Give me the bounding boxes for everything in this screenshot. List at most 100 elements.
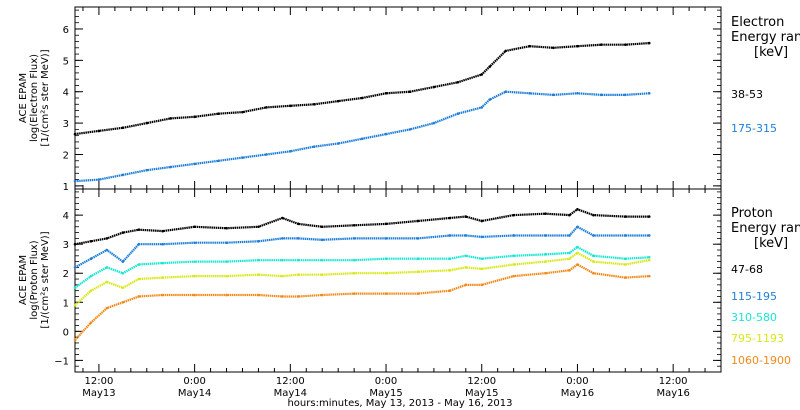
proton-data-point xyxy=(257,258,260,262)
electron-series-line xyxy=(74,90,650,183)
electron-data-point xyxy=(528,91,531,95)
proton-data-point xyxy=(105,266,109,269)
proton-data-point xyxy=(225,274,228,278)
proton-data-point xyxy=(352,258,356,262)
electron-ytick-label: 5 xyxy=(63,56,69,67)
electron-legend-units: [keV] xyxy=(754,45,788,60)
proton-data-point xyxy=(416,292,420,295)
proton-data-point xyxy=(352,271,356,275)
proton-data-point xyxy=(448,257,452,261)
proton-data-point xyxy=(544,271,547,275)
electron-data-point xyxy=(647,91,651,95)
proton-data-point xyxy=(623,263,627,266)
electron-ylabel: ACE EPAM log(Electron Flux) [1/(cm²s ste… xyxy=(18,49,51,146)
proton-data-point xyxy=(352,237,356,240)
electron-data-point xyxy=(265,106,268,109)
x-tick-time-label: 12:00 xyxy=(276,376,305,387)
electron-data-point xyxy=(289,150,292,153)
electron-data-point xyxy=(73,179,77,183)
proton-data-point xyxy=(161,229,165,233)
x-tick-time-label: 0:00 xyxy=(183,376,205,387)
proton-ylabel: ACE EPAM log(Proton Flux) [1/(cm²s ster … xyxy=(18,231,51,328)
proton-data-point xyxy=(320,225,324,229)
proton-data-point xyxy=(464,215,468,218)
proton-data-point xyxy=(480,257,484,261)
electron-data-point xyxy=(432,121,436,125)
electron-ytick-label: 6 xyxy=(63,25,69,36)
proton-data-point xyxy=(161,242,165,246)
proton-data-point xyxy=(480,235,484,239)
proton-data-point xyxy=(480,267,484,271)
proton-data-point xyxy=(297,258,300,262)
proton-ytick-label: 0 xyxy=(63,327,69,338)
proton-data-point xyxy=(105,237,109,240)
proton-data-point xyxy=(568,269,571,272)
proton-ylabel-line2: log(Proton Flux) xyxy=(29,240,40,319)
electron-data-point xyxy=(480,106,484,109)
proton-data-point xyxy=(647,234,651,237)
proton-data-point xyxy=(105,248,109,252)
proton-data-point xyxy=(193,260,196,263)
proton-data-point xyxy=(464,266,468,269)
electron-data-point xyxy=(265,153,268,156)
proton-data-point xyxy=(448,269,452,272)
proton-data-point xyxy=(89,257,93,261)
electron-data-point xyxy=(384,132,388,136)
electron-data-point xyxy=(488,98,492,101)
proton-data-point xyxy=(281,274,284,278)
proton-ytick-label: 3 xyxy=(63,240,69,251)
electron-data-point xyxy=(336,99,340,103)
proton-data-point xyxy=(576,263,579,266)
proton-data-point xyxy=(647,255,651,259)
proton-data-point xyxy=(73,303,77,307)
electron-data-point xyxy=(552,46,555,50)
proton-panel-frame xyxy=(74,188,722,373)
proton-data-point xyxy=(512,274,515,278)
proton-data-point xyxy=(105,280,109,284)
proton-data-point xyxy=(193,293,196,297)
proton-ytick-label: −1 xyxy=(54,356,69,367)
proton-data-point xyxy=(512,254,515,258)
x-tick-time-label: 0:00 xyxy=(566,376,588,387)
electron-legend-title: Electron xyxy=(731,15,784,30)
electron-legend-entry: 38-53 xyxy=(731,88,763,101)
proton-data-point xyxy=(297,273,300,276)
x-tick-date-label: May14 xyxy=(178,388,211,399)
x-tick-date-label: May14 xyxy=(274,388,307,399)
proton-data-point xyxy=(568,234,571,237)
proton-data-point xyxy=(623,234,627,237)
proton-data-point xyxy=(320,293,324,297)
proton-data-point xyxy=(320,258,324,262)
x-tick-date-label: May15 xyxy=(465,388,498,399)
electron-ylabel-line2: log(Electron Flux) xyxy=(29,54,40,142)
electron-data-point xyxy=(360,96,364,100)
proton-data-point xyxy=(592,260,595,263)
x-tick-date-label: May16 xyxy=(561,388,594,399)
proton-data-point xyxy=(193,274,196,278)
electron-data-point xyxy=(312,145,316,148)
proton-data-point xyxy=(544,212,547,215)
proton-data-point xyxy=(225,241,228,245)
proton-data-point xyxy=(384,271,388,275)
proton-data-point xyxy=(73,338,77,342)
proton-data-point xyxy=(161,293,165,297)
proton-ytick-label: 2 xyxy=(63,269,69,280)
proton-data-point xyxy=(73,266,77,269)
proton-data-point xyxy=(73,242,77,246)
electron-data-point xyxy=(145,168,149,172)
proton-data-point xyxy=(257,273,260,276)
electron-data-point xyxy=(169,165,173,169)
electron-data-point xyxy=(456,112,460,115)
proton-data-point xyxy=(647,258,651,262)
x-axis-title: hours:minutes, May 13, 2013 - May 16, 20… xyxy=(287,398,512,409)
proton-data-point xyxy=(225,260,228,263)
proton-data-point xyxy=(416,257,420,261)
proton-legend-entry: 310-580 xyxy=(731,311,777,324)
electron-data-point xyxy=(97,129,101,133)
proton-data-point xyxy=(576,251,579,255)
chart-plot-area: 1 2 3 4 5 6 38-53 175-315 −1 0 1 2 3 4 47-68 115-195 310… xyxy=(54,6,791,399)
proton-data-point xyxy=(89,239,93,243)
proton-data-point xyxy=(89,274,93,278)
proton-data-point xyxy=(544,234,547,237)
electron-data-point xyxy=(217,159,220,163)
